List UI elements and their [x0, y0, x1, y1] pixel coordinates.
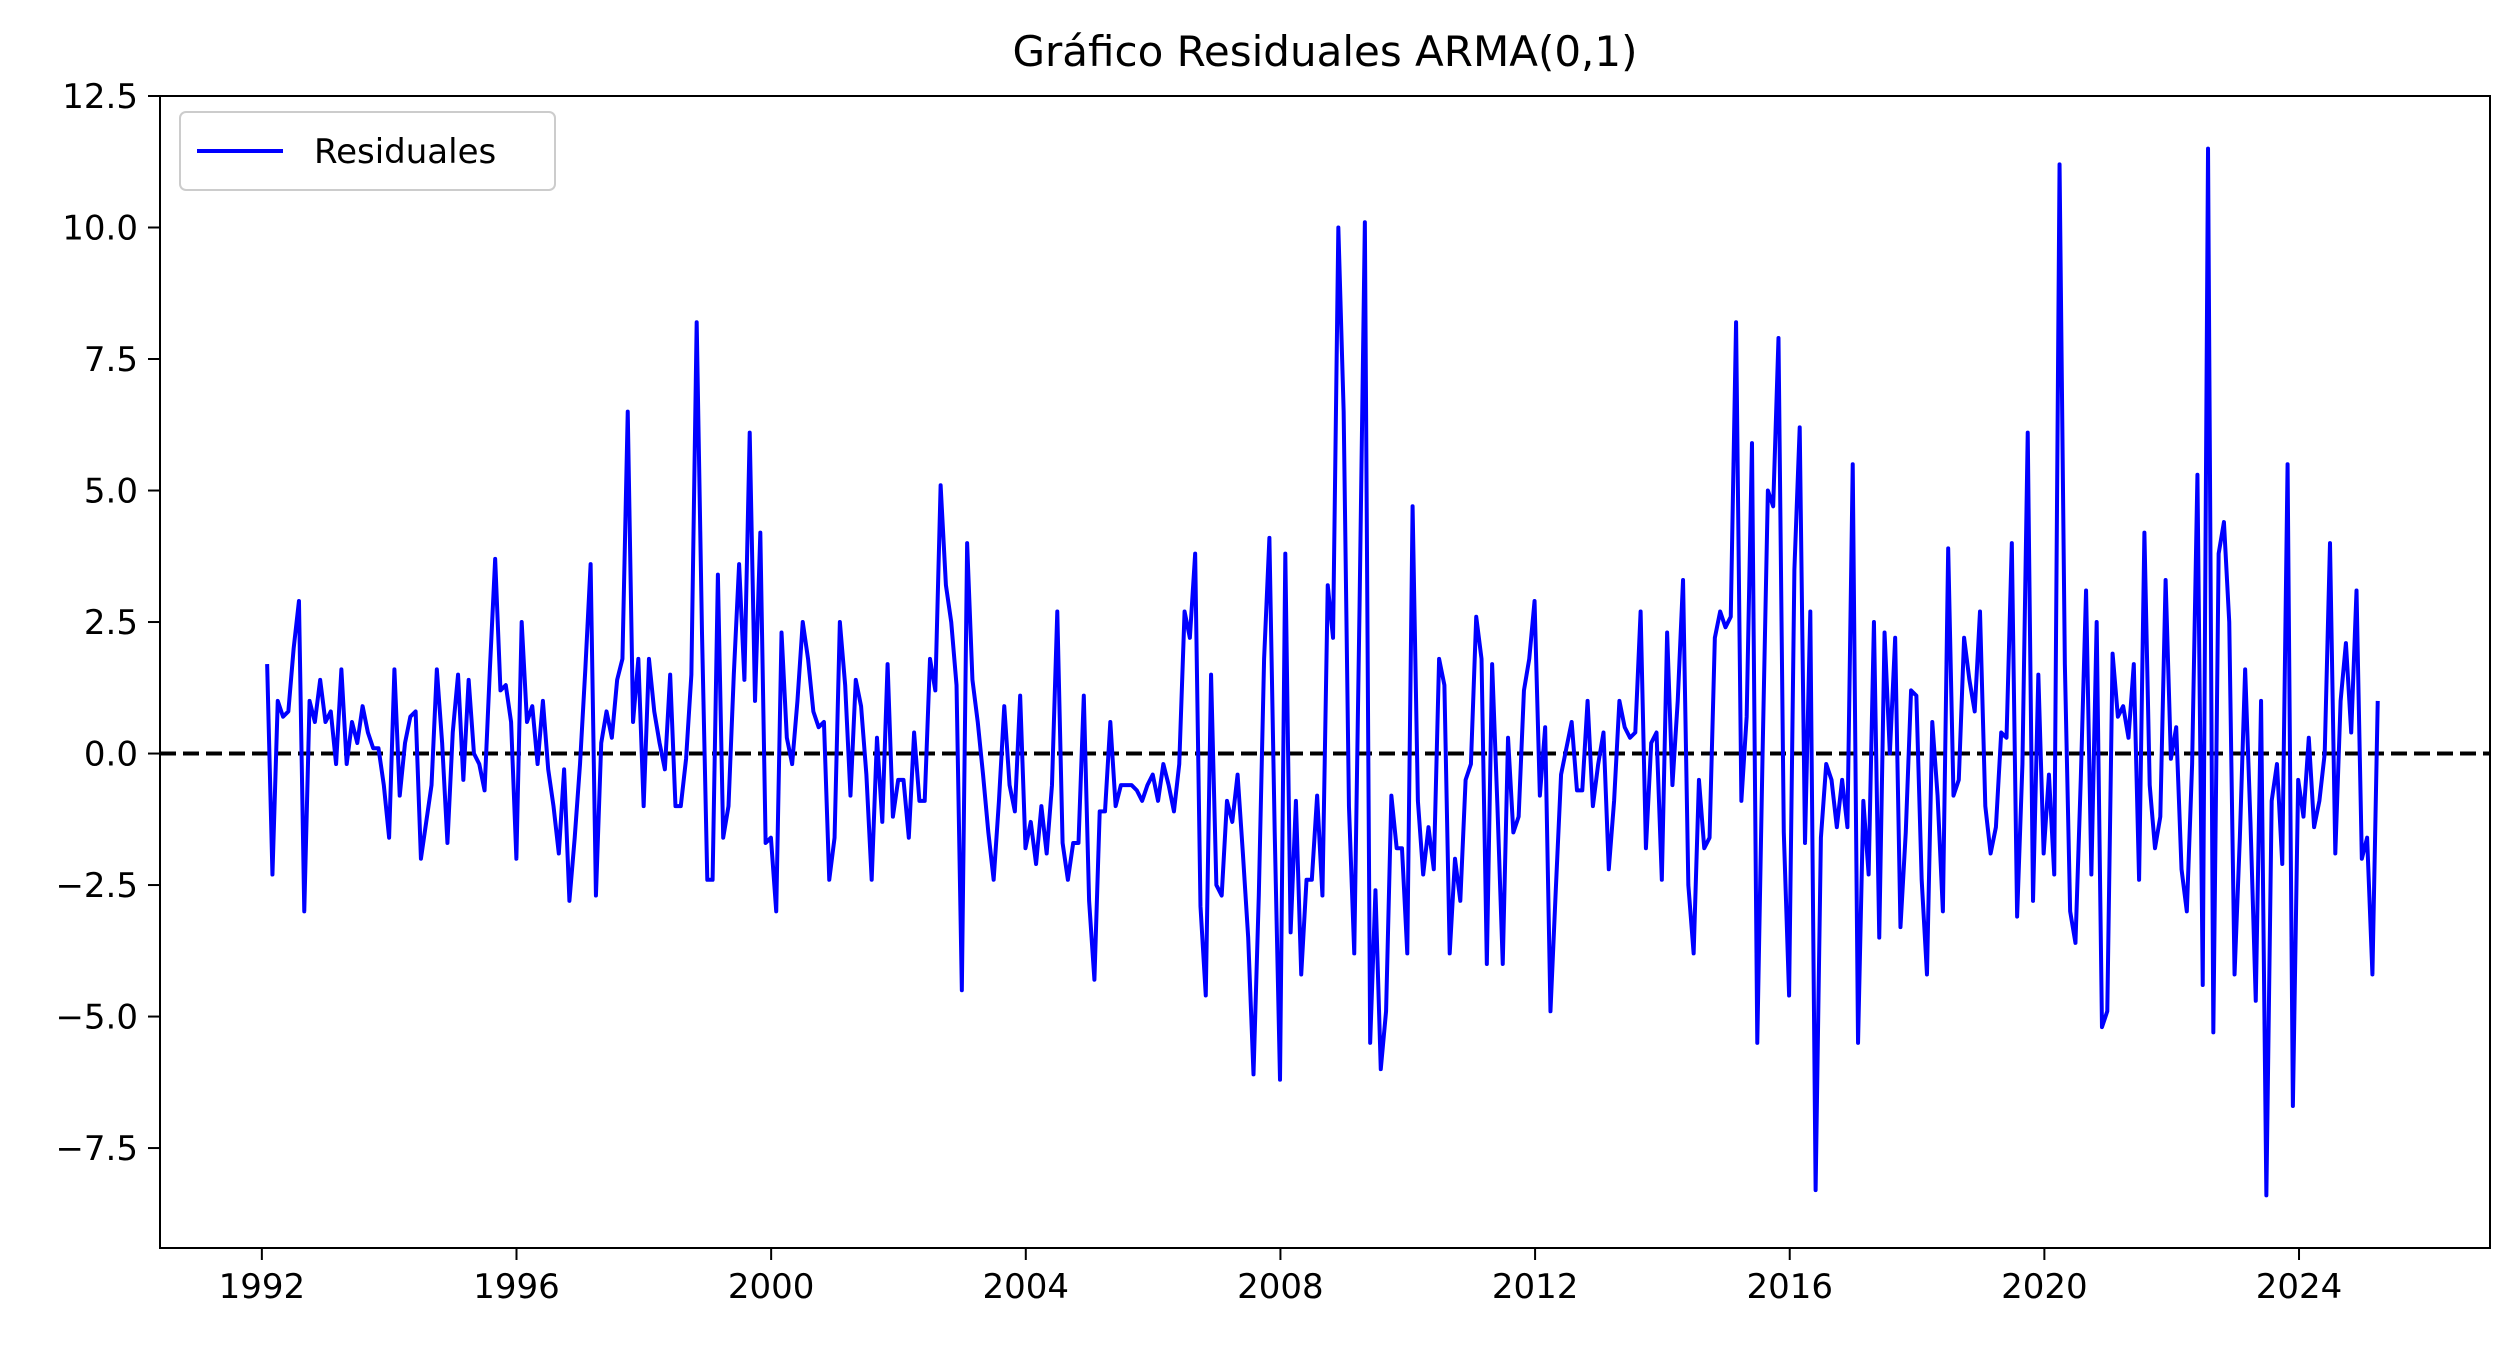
y-tick-label: 7.5 — [84, 340, 138, 380]
x-tick-label: 1996 — [473, 1267, 560, 1307]
legend: Residuales — [179, 111, 556, 191]
x-tick-label: 2000 — [728, 1267, 815, 1307]
y-tick-label: −2.5 — [55, 866, 138, 906]
y-tick-label: 10.0 — [62, 209, 138, 249]
x-tick-label: 2020 — [2001, 1267, 2088, 1307]
x-tick-label: 2004 — [983, 1267, 1070, 1307]
y-tick-label: −7.5 — [55, 1129, 138, 1169]
x-tick-label: 2016 — [1746, 1267, 1833, 1307]
y-tick-label: 2.5 — [84, 603, 138, 643]
y-tick-label: −5.0 — [55, 998, 138, 1038]
legend-box — [179, 111, 556, 191]
series-line-residuales — [265, 146, 2380, 1198]
y-tick-label: 12.5 — [62, 77, 138, 117]
chart-title: Gráfico Residuales ARMA(0,1) — [1012, 27, 1637, 76]
y-tick-label: 5.0 — [84, 472, 138, 512]
x-tick-label: 2008 — [1237, 1267, 1324, 1307]
y-axis: −7.5 −5.0 −2.5 0.0 2.5 5.0 7.5 10.0 12.5 — [55, 77, 160, 1169]
plot-frame — [159, 95, 2491, 1249]
x-tick-label: 2024 — [2256, 1267, 2343, 1307]
legend-label-residuales: Residuales — [314, 132, 496, 172]
x-axis: 1992 1996 2000 2004 2008 2012 2016 2020 2024 — [219, 1248, 2343, 1307]
y-tick-label: 0.0 — [84, 735, 138, 775]
x-tick-label: 1992 — [219, 1267, 306, 1307]
x-tick-label: 2012 — [1492, 1267, 1579, 1307]
